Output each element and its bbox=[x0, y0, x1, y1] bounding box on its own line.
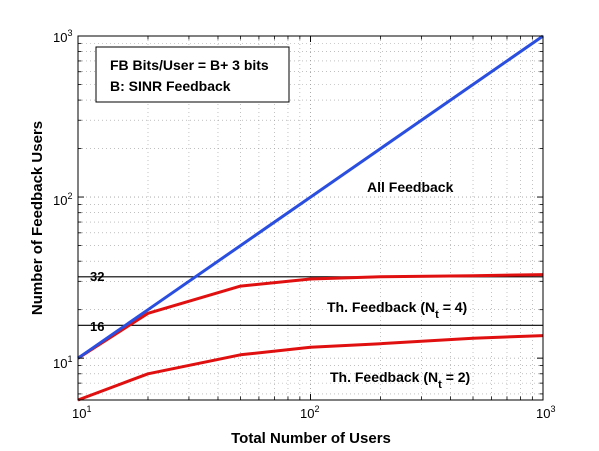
y-tick-label-100: 102 bbox=[53, 191, 72, 208]
y-tick-label-1000: 103 bbox=[53, 28, 72, 45]
series-all-feedback-line bbox=[77, 34, 544, 360]
legend-box bbox=[95, 46, 290, 103]
series-th-feedback-nt4-line bbox=[77, 273, 544, 360]
annotation-th-feedback-nt4: Th. Feedback (Nt = 4) bbox=[327, 299, 467, 321]
y-axis-label: Number of Feedback Users bbox=[29, 121, 46, 315]
annotation-th-feedback-nt2: Th. Feedback (Nt = 2) bbox=[330, 369, 470, 391]
x-tick-label-1000: 103 bbox=[536, 404, 555, 421]
series-th-feedback-nt2-line bbox=[77, 334, 544, 402]
reference-label-16: 16 bbox=[90, 319, 104, 334]
x-tick-label-10: 101 bbox=[72, 404, 91, 421]
legend-line-2: B: SINR Feedback bbox=[110, 78, 231, 94]
annotation-all-feedback: All Feedback bbox=[367, 179, 454, 195]
x-axis-label: Total Number of Users bbox=[231, 430, 391, 447]
tick-marks bbox=[77, 35, 544, 400]
legend-line-1: FB Bits/User = B+ 3 bits bbox=[110, 57, 269, 73]
x-tick-label-100: 102 bbox=[300, 404, 319, 421]
series-layer bbox=[77, 34, 544, 402]
y-tick-label-10: 101 bbox=[53, 354, 72, 371]
reference-label-32: 32 bbox=[90, 269, 104, 284]
